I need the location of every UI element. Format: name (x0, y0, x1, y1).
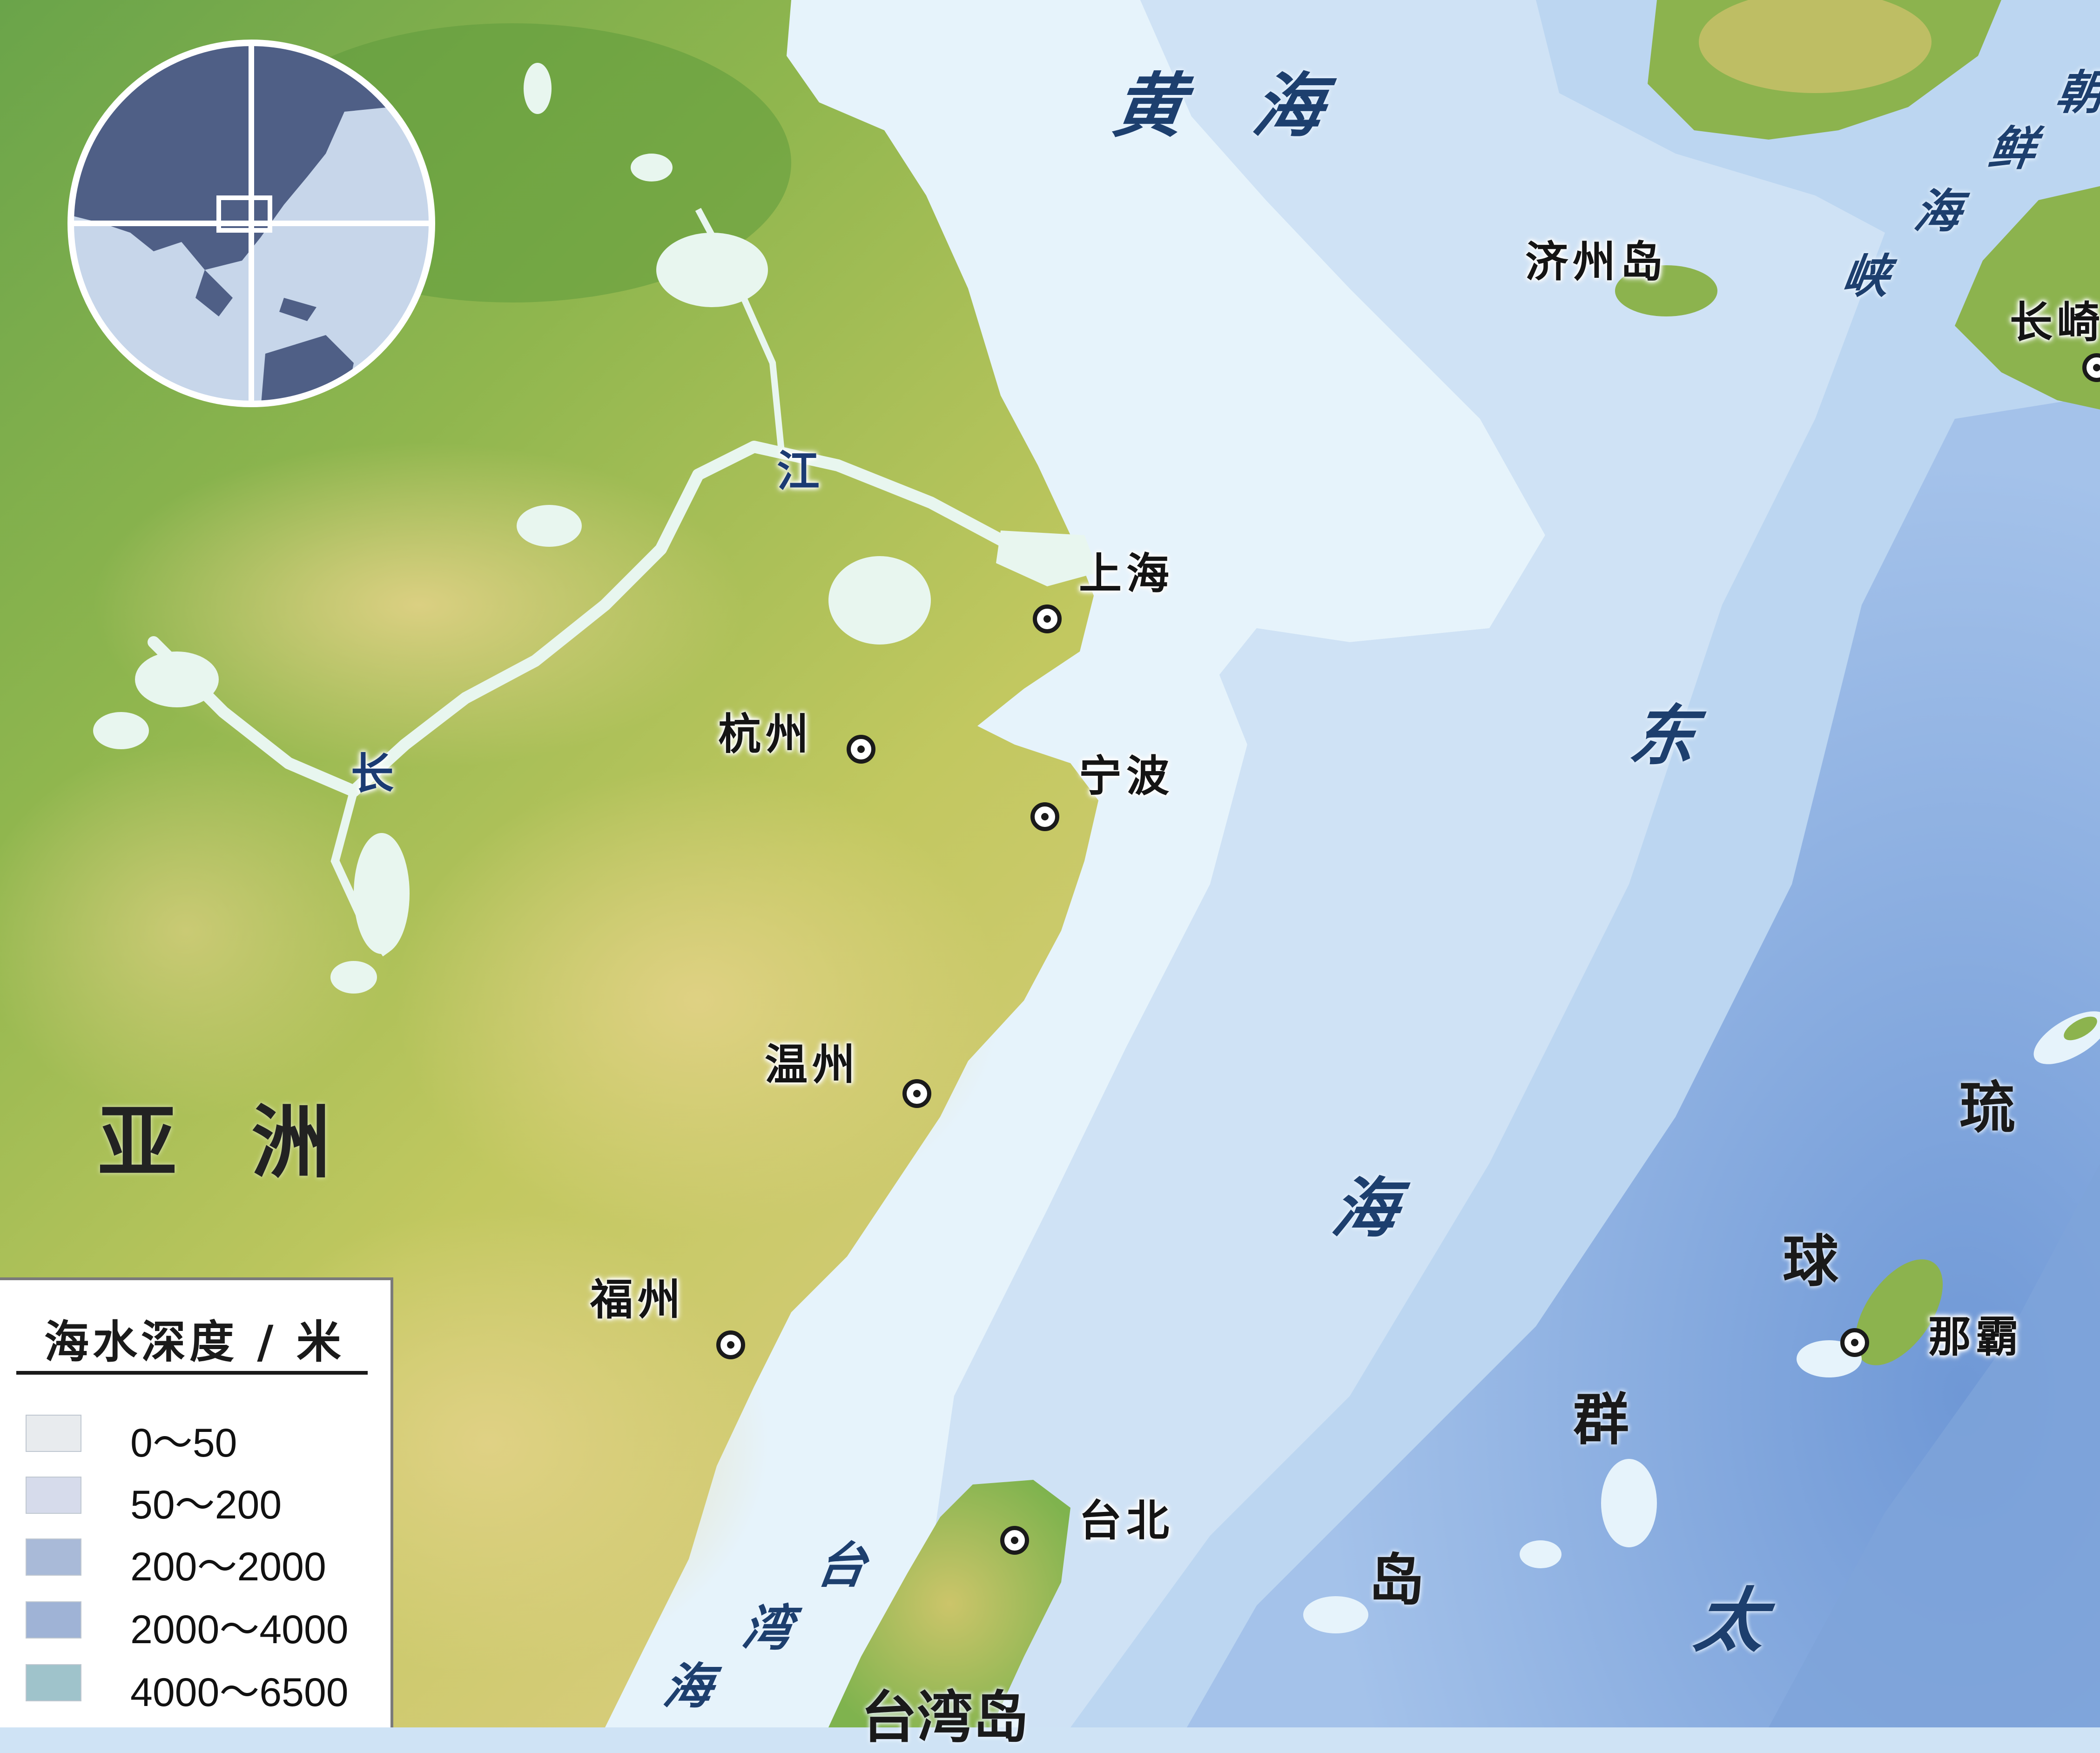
sea-label-taiwan-strait-3: 海 (660, 1657, 717, 1715)
legend-swatch (26, 1477, 81, 1514)
legend-label: 4000～6500 (130, 1670, 349, 1715)
taihu-lake (828, 556, 931, 645)
legend-swatch (26, 1415, 81, 1452)
small-lake (524, 63, 552, 114)
okinawa-island (1855, 1259, 1943, 1365)
legend-swatch (26, 1538, 81, 1576)
sea-label-korea-strait-3: 海 (1911, 183, 1965, 239)
yangtze-estuary (996, 531, 1098, 586)
city-marker-wenzhou (902, 1079, 931, 1108)
legend-title: 海水深度 / 米 (44, 1316, 345, 1368)
region-label-ryukyu-2: 球 (1783, 1229, 1838, 1294)
legend-label: 200～2000 (130, 1545, 326, 1589)
sea-label-taiwan-strait-2: 湾 (739, 1599, 796, 1657)
small-lake (517, 505, 582, 547)
sea-label-korea-strait-2: 鲜 (1985, 121, 2040, 176)
city-label-taipei: 台北 (1078, 1496, 1174, 1546)
city-marker-hangzhou (847, 735, 875, 764)
river-label-yangtze-1: 长 (350, 748, 394, 799)
continent-label: 亚洲 (97, 1096, 405, 1189)
city-label-shanghai: 上海 (1078, 549, 1174, 599)
small-lake (93, 712, 149, 749)
jeju-island (1615, 265, 1717, 316)
hongze-lake (656, 233, 768, 307)
city-marker-naha (1840, 1328, 1869, 1357)
city-label-jeju: 济州岛 (1525, 237, 1668, 287)
yangtze-river (148, 441, 1053, 797)
city-label-ningbo: 宁波 (1078, 751, 1174, 801)
city-marker-shanghai (1033, 604, 1062, 633)
region-label-ryukyu-4: 岛 (1368, 1547, 1424, 1613)
legend-swatch (26, 1601, 81, 1639)
small-lake (631, 154, 673, 181)
pacific-deep (1769, 1163, 2100, 1727)
city-marker-ningbo (1030, 802, 1059, 831)
legend-swatch (26, 1664, 81, 1701)
small-lake (330, 961, 377, 994)
city-label-wenzhou: 温州 (764, 1040, 860, 1090)
city-label-fuzhou: 福州 (590, 1275, 686, 1325)
globe-islands (279, 298, 316, 321)
region-label-taiwan-island: 台湾岛 (861, 1685, 1029, 1750)
globe-southeast-asia (195, 270, 233, 316)
sea-label-korea-strait-4: 峡 (1838, 249, 1893, 304)
sea-label-taiwan-strait-1: 台 (813, 1536, 871, 1594)
deep-sea (1187, 396, 2100, 1727)
kyushu (1955, 186, 2100, 410)
legend-label: 50～200 (130, 1483, 282, 1527)
poyang-lake (354, 833, 410, 954)
city-marker-fuzhou (716, 1330, 745, 1359)
city-label-hangzhou: 杭州 (718, 709, 814, 759)
globe-focus-box (216, 195, 272, 233)
sea-label-pacific: 太 (1689, 1579, 1771, 1662)
legend-label: 2000～4000 (130, 1607, 349, 1652)
city-marker-taipei (1000, 1526, 1029, 1555)
city-label-naha: 那霸 (1928, 1312, 2024, 1362)
sea-label-east-sea-2: 海 (1327, 1170, 1403, 1247)
river-label-yangtze-2: 江 (776, 446, 820, 497)
shelf-sea (931, 0, 1885, 1727)
depth-legend: 海水深度 / 米 0～50 50～200 200～2000 2000～4000 … (0, 1277, 393, 1727)
locator-globe (67, 40, 435, 407)
region-label-ryukyu-1: 琉 (1959, 1075, 2015, 1141)
small-lake (135, 651, 219, 707)
city-label-nagasaki: 长崎 (2009, 297, 2100, 348)
sea-label-yellow-sea: 黄 海 (1108, 65, 1329, 147)
legend-divider (16, 1371, 368, 1375)
legend-label: 0～50 (130, 1421, 237, 1465)
region-label-ryukyu-3: 群 (1573, 1387, 1629, 1452)
sea-label-east-sea-1: 东 (1625, 698, 1701, 774)
